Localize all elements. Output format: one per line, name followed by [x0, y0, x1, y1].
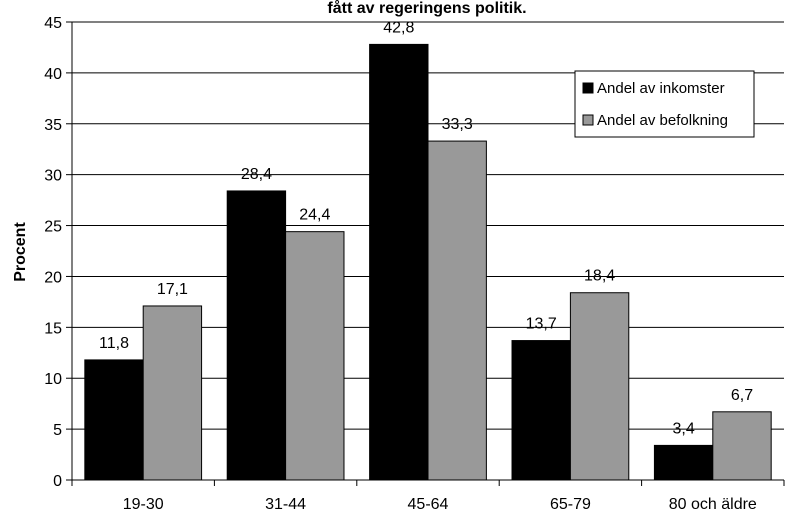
- data-label: 13,7: [526, 316, 557, 333]
- legend: Andel av inkomster Andel av befolkning: [574, 70, 755, 138]
- y-axis-title: Procent: [12, 222, 29, 282]
- x-tick-label: 80 och äldre: [669, 496, 757, 513]
- legend-label-population: Andel av befolkning: [597, 112, 728, 129]
- y-tick-label: 45: [44, 15, 62, 32]
- bar-incomes: [84, 359, 144, 481]
- bar-incomes: [369, 43, 429, 481]
- data-label: 18,4: [584, 268, 615, 285]
- data-label: 28,4: [241, 166, 272, 183]
- data-label: 33,3: [442, 116, 473, 133]
- x-tick-label: 65-79: [550, 496, 591, 513]
- data-label: 17,1: [157, 281, 188, 298]
- y-tick-label: 5: [53, 422, 62, 439]
- y-tick-label: 40: [44, 66, 62, 83]
- bar-incomes: [653, 444, 714, 481]
- bars: [84, 43, 772, 481]
- y-tick-label: 30: [44, 168, 62, 185]
- legend-label-incomes: Andel av inkomster: [597, 80, 725, 97]
- y-tick-labels: 0 5 10 15 20 25 30 35 40 45: [44, 15, 62, 490]
- chart-title: fått av regeringens politik.: [327, 0, 526, 17]
- data-label: 42,8: [383, 19, 414, 36]
- legend-swatch-population: [582, 114, 594, 126]
- y-tick-label: 25: [44, 219, 62, 236]
- legend-box: [574, 70, 755, 138]
- data-label: 6,7: [731, 387, 753, 404]
- y-tick-label: 10: [44, 371, 62, 388]
- legend-swatch-incomes: [582, 82, 594, 94]
- axes: [66, 21, 785, 486]
- data-label: 3,4: [672, 420, 694, 437]
- bar-population: [712, 411, 772, 481]
- y-tick-label: 35: [44, 117, 62, 134]
- x-tick-label: 19-30: [123, 496, 164, 513]
- y-tick-label: 0: [53, 473, 62, 490]
- data-label: 24,4: [299, 207, 330, 224]
- data-labels: 11,8 17,1 28,4 24,4 42,8 33,3 13,7 18,4 3,4 6,7: [99, 19, 753, 437]
- bar-incomes: [511, 340, 571, 481]
- x-tick-labels: 19-30 31-44 45-64 65-79 80 och äldre: [123, 496, 757, 513]
- bar-population: [285, 231, 345, 481]
- x-tick-label: 45-64: [408, 496, 449, 513]
- data-label: 11,8: [99, 335, 129, 352]
- y-tick-label: 20: [44, 269, 62, 286]
- bar-incomes: [226, 190, 287, 481]
- bar-population: [142, 305, 203, 481]
- bar-population: [427, 140, 487, 481]
- x-tick-label: 31-44: [265, 496, 306, 513]
- y-tick-label: 15: [44, 320, 62, 337]
- bar-population: [569, 292, 630, 481]
